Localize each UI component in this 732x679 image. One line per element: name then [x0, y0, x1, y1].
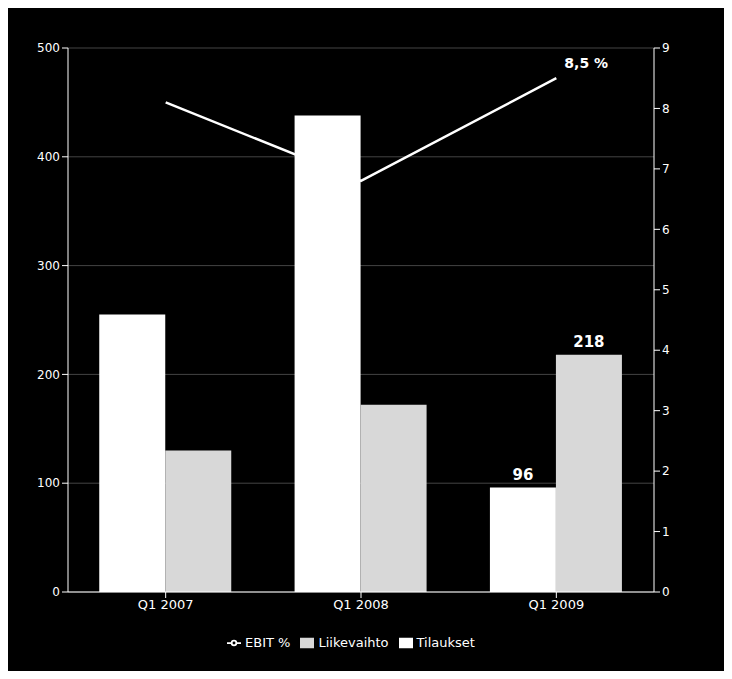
svg-text:500: 500 [37, 41, 60, 55]
html-text:Liikevaihto: Liikevaihto [318, 635, 389, 650]
svg-text:0: 0 [52, 585, 60, 599]
svg-text:96: 96 [512, 466, 533, 484]
html-text:Tilaukset: Tilaukset [416, 635, 475, 650]
svg-text:Q1 2008: Q1 2008 [333, 597, 389, 612]
svg-text:218: 218 [573, 333, 604, 351]
svg-text:2: 2 [662, 464, 670, 478]
svg-text:400: 400 [37, 150, 60, 164]
svg-text:0: 0 [662, 585, 670, 599]
svg-text:Q1 2007: Q1 2007 [138, 597, 194, 612]
svg-text:100: 100 [37, 476, 60, 490]
svg-text:7: 7 [662, 162, 670, 176]
svg-text:Q1 2009: Q1 2009 [528, 597, 584, 612]
svg-text:3: 3 [662, 404, 670, 418]
svg-text:200: 200 [37, 368, 60, 382]
svg-text:6: 6 [662, 223, 670, 237]
svg-text:8,5 %: 8,5 % [564, 55, 608, 71]
svg-text:9: 9 [662, 41, 670, 55]
svg-text:5: 5 [662, 283, 670, 297]
svg-text:8: 8 [662, 102, 670, 116]
html-text:EBIT %: EBIT % [245, 635, 291, 650]
svg-text:1: 1 [662, 525, 670, 539]
svg-text:300: 300 [37, 259, 60, 273]
svg-text:4: 4 [662, 343, 670, 357]
